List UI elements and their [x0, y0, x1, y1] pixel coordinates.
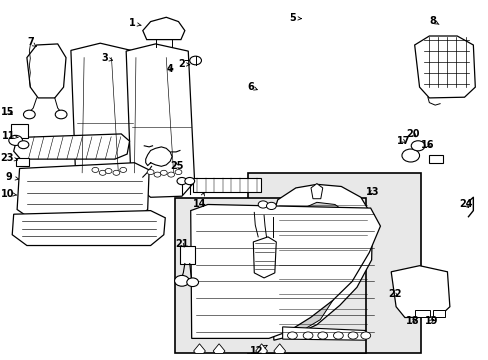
Polygon shape	[12, 211, 165, 246]
Bar	[248, 173, 420, 353]
Circle shape	[410, 141, 424, 151]
Text: 19: 19	[424, 316, 437, 326]
Polygon shape	[255, 344, 267, 354]
Polygon shape	[253, 237, 276, 278]
Polygon shape	[126, 44, 194, 197]
Text: 17: 17	[396, 136, 409, 146]
Text: 24: 24	[458, 199, 471, 210]
Bar	[414, 310, 429, 317]
Polygon shape	[193, 344, 205, 354]
Circle shape	[18, 141, 29, 149]
Circle shape	[55, 110, 67, 119]
Polygon shape	[27, 44, 66, 98]
Circle shape	[177, 177, 186, 185]
Polygon shape	[271, 184, 372, 340]
Circle shape	[174, 275, 189, 286]
Polygon shape	[273, 344, 285, 354]
Circle shape	[317, 332, 327, 339]
Polygon shape	[414, 36, 474, 98]
Circle shape	[92, 167, 99, 172]
Circle shape	[186, 278, 198, 287]
Polygon shape	[142, 17, 184, 40]
Circle shape	[105, 168, 112, 174]
Circle shape	[303, 332, 312, 339]
Text: 22: 22	[387, 289, 401, 300]
Text: 15: 15	[0, 107, 14, 117]
Bar	[11, 124, 28, 138]
Circle shape	[99, 170, 106, 175]
Text: 21: 21	[175, 239, 188, 249]
Text: 7: 7	[27, 37, 37, 48]
Bar	[180, 246, 194, 264]
Polygon shape	[310, 184, 322, 199]
Circle shape	[113, 170, 120, 175]
Polygon shape	[190, 204, 380, 338]
Circle shape	[120, 167, 126, 172]
Circle shape	[360, 332, 370, 339]
Text: 11: 11	[2, 131, 19, 141]
Circle shape	[23, 110, 35, 119]
Text: 9: 9	[5, 172, 19, 182]
Text: 4: 4	[166, 64, 173, 74]
Circle shape	[333, 332, 343, 339]
Text: 18: 18	[406, 316, 419, 326]
Text: 12: 12	[249, 345, 266, 356]
Text: 14: 14	[192, 192, 206, 210]
Bar	[16, 158, 29, 166]
Circle shape	[401, 149, 419, 162]
Polygon shape	[14, 134, 129, 159]
Circle shape	[160, 170, 167, 175]
Text: 1: 1	[128, 18, 141, 28]
Circle shape	[147, 170, 154, 175]
Text: 20: 20	[406, 129, 419, 139]
Polygon shape	[17, 163, 149, 220]
Circle shape	[347, 332, 357, 339]
Circle shape	[175, 170, 182, 175]
Text: 23: 23	[0, 153, 18, 163]
Bar	[432, 310, 444, 317]
Text: 25: 25	[170, 161, 183, 171]
Text: 2: 2	[178, 59, 189, 69]
Text: 13: 13	[365, 186, 379, 197]
Bar	[193, 178, 260, 192]
Bar	[175, 198, 365, 353]
Circle shape	[258, 201, 267, 208]
Polygon shape	[71, 43, 136, 195]
Polygon shape	[390, 266, 449, 318]
Circle shape	[9, 135, 22, 145]
Text: 16: 16	[420, 140, 434, 150]
Polygon shape	[282, 327, 365, 340]
Text: 3: 3	[102, 53, 112, 63]
Circle shape	[189, 56, 201, 65]
Polygon shape	[213, 344, 224, 354]
Circle shape	[266, 202, 276, 210]
Circle shape	[287, 332, 297, 339]
Text: 8: 8	[428, 16, 438, 26]
Circle shape	[167, 172, 174, 177]
Text: 6: 6	[246, 82, 257, 92]
Circle shape	[184, 177, 194, 185]
Polygon shape	[292, 202, 349, 331]
Text: 10: 10	[0, 189, 17, 199]
Text: 5: 5	[288, 13, 301, 23]
Circle shape	[154, 172, 161, 177]
Bar	[428, 155, 442, 163]
